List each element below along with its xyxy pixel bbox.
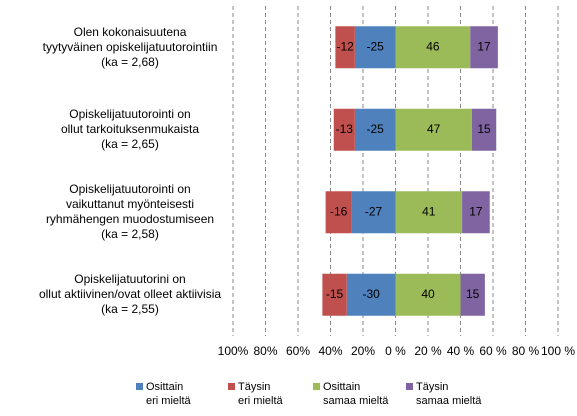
x-tick-label: 60%	[286, 344, 310, 358]
legend-swatch	[136, 383, 143, 390]
bar-segment	[354, 26, 396, 69]
legend-label: Osittain eri mieltä	[146, 381, 191, 407]
bar-segment	[335, 26, 355, 69]
bar-segment	[471, 108, 497, 151]
legend-swatch	[228, 383, 235, 390]
x-tick-label: 20%	[351, 344, 375, 358]
bar-segment	[470, 26, 498, 69]
x-tick-label: 60 %	[479, 344, 507, 358]
value-label: 15	[477, 122, 491, 136]
value-label: 41	[422, 204, 436, 218]
bar-segment	[395, 191, 463, 234]
value-label: 17	[477, 39, 491, 53]
value-label: -15	[326, 287, 344, 301]
value-label: -25	[367, 39, 385, 53]
value-label: 46	[426, 39, 440, 53]
bar-segment	[351, 191, 396, 234]
x-tick-label: 100 %	[541, 344, 575, 358]
value-label: 47	[427, 122, 441, 136]
value-label: -25	[367, 122, 385, 136]
category-label: Opiskelijatuutorini on ollut aktiivinen/…	[38, 272, 222, 317]
legend-label: Täysin eri mieltä	[238, 381, 283, 407]
value-label: -30	[362, 287, 380, 301]
bar-segment	[395, 26, 471, 69]
bar-segment	[346, 273, 396, 316]
category-label: Opiskelijatuutorointi on ollut tarkoituk…	[60, 107, 200, 152]
bar-segment	[460, 273, 485, 316]
bar-segment	[325, 191, 352, 234]
bar-segment	[322, 273, 347, 316]
x-tick-label: 20 %	[414, 344, 442, 358]
legend-label: Osittain samaa mieltä	[323, 381, 389, 407]
bar-segment	[333, 108, 355, 151]
bar-segment	[395, 273, 461, 316]
value-label: -12	[336, 39, 354, 53]
x-tick-label: 80 %	[512, 344, 540, 358]
bar-segment	[354, 108, 396, 151]
value-label: 15	[466, 287, 480, 301]
value-label: 40	[421, 287, 435, 301]
x-tick-label: 40 %	[447, 344, 475, 358]
value-label: 17	[469, 204, 483, 218]
x-tick-label: 100%	[218, 344, 249, 358]
value-label: -16	[330, 204, 348, 218]
x-tick-label: 0 %	[385, 344, 406, 358]
category-label: Olen kokonaisuutena tyytyväinen opiskeli…	[42, 24, 218, 69]
legend-swatch	[313, 383, 320, 390]
legend-label: Täysin samaa mieltä	[416, 381, 482, 407]
x-tick-label: 40%	[318, 344, 342, 358]
bar-segment	[462, 191, 490, 234]
value-label: -27	[365, 204, 383, 218]
bar-segment	[395, 108, 472, 151]
category-label: Opiskelijatuutorointi on vaikuttanut myö…	[45, 182, 215, 242]
legend-swatch	[406, 383, 413, 390]
x-tick-label: 80%	[253, 344, 277, 358]
value-label: -13	[336, 122, 354, 136]
